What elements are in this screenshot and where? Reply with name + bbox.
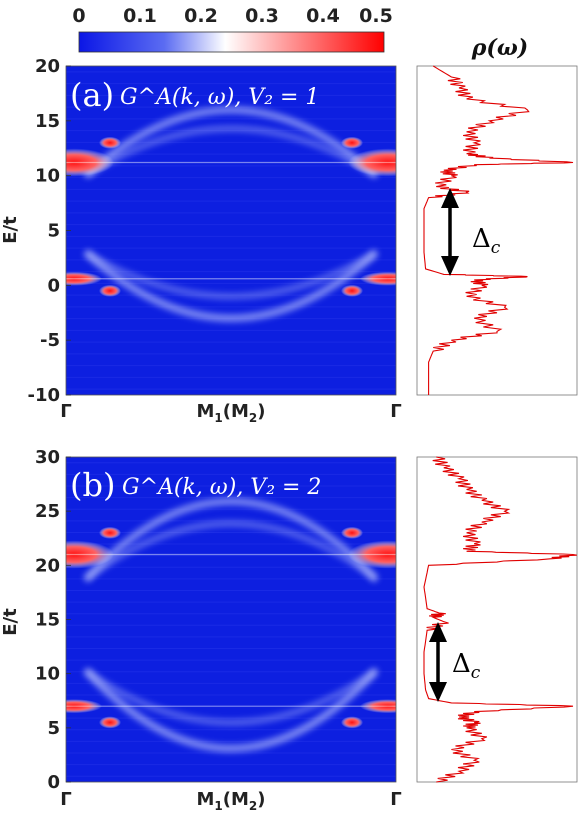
heatmap-features <box>66 71 396 390</box>
y-tick-label: 20 <box>35 555 60 576</box>
y-tick-label: 10 <box>35 664 60 685</box>
gap-label: Δc <box>472 224 501 258</box>
heatmap-hotspot <box>99 526 121 539</box>
heatmap-hotspot <box>348 148 396 177</box>
dos-curve <box>423 456 577 783</box>
dos-panel-b: Δc <box>416 456 578 783</box>
colorbar-tick-label: 0.3 <box>245 5 279 27</box>
heatmap-hotspot <box>341 284 363 297</box>
y-tick-label: -5 <box>40 330 60 351</box>
heatmap-hotspot <box>348 540 396 569</box>
heatmap-hotspot <box>66 699 102 714</box>
gap-arrow <box>429 622 447 702</box>
panel-label: (b) <box>70 466 115 504</box>
y-tick-label: 10 <box>35 166 60 187</box>
gap-arrow <box>441 188 459 276</box>
dos-curve <box>423 65 574 395</box>
heatmap-dispersive-band <box>84 521 378 582</box>
heatmap-dispersive-band <box>83 498 379 582</box>
heatmap-dispersive-band <box>84 126 378 178</box>
heatmap-hotspot <box>66 148 114 177</box>
y-tick-label: 30 <box>35 447 60 468</box>
y-tick-label: 20 <box>35 56 60 77</box>
panel-label: (a) <box>70 76 114 114</box>
x-tick-label-gamma-left: Γ <box>60 789 71 810</box>
y-axis: 0 5 10 15 20 25 30 <box>35 447 71 793</box>
y-axis: -10 -5 0 5 10 15 20 <box>27 56 71 406</box>
heatmap-dispersive-band <box>84 250 378 299</box>
heatmap-hotspot <box>99 136 121 149</box>
panel-formula: G^A(k, ω), V₂ = 2 <box>122 475 321 500</box>
y-tick-label: -10 <box>27 385 60 406</box>
y-tick-label: 0 <box>47 772 60 793</box>
dos-panel-a: ρ(ω) Δc <box>416 35 578 396</box>
dos-frame <box>416 456 578 783</box>
heatmap-hotspot <box>360 271 396 286</box>
heatmap-hotspot <box>341 716 363 729</box>
heatmap-dispersive-band <box>83 250 379 322</box>
heatmap-dispersive-band <box>83 107 379 178</box>
y-axis-label: E/t <box>0 608 21 636</box>
heatmap-background <box>66 457 396 782</box>
heatmap-hotspot <box>360 699 396 714</box>
heatmap-hotspot <box>99 284 121 297</box>
colorbar-tick-label: 0.5 <box>359 5 393 27</box>
heatmap-hotspot <box>341 136 363 149</box>
y-tick-label: 5 <box>47 718 60 739</box>
heatmap-hotspot <box>66 271 102 286</box>
panel-formula: G^A(k, ω), V₂ = 1 <box>120 85 319 110</box>
heatmap-dispersive-band <box>83 668 379 752</box>
y-tick-label: 15 <box>35 111 60 132</box>
x-axis: Γ M1(M2) Γ <box>60 789 401 813</box>
heatmap-hotspot <box>341 526 363 539</box>
heatmap-hotspot <box>99 716 121 729</box>
y-tick-label: 25 <box>35 501 60 522</box>
y-tick-label: 5 <box>47 221 60 242</box>
y-tick-label: 15 <box>35 610 60 631</box>
colorbar-ticks: 0 0.1 0.2 0.3 0.4 0.5 <box>72 5 392 27</box>
colorbar-tick-label: 0 <box>72 5 85 27</box>
y-tick-label: 0 <box>47 275 60 296</box>
x-tick-label-gamma-right: Γ <box>390 401 401 422</box>
colorbar: 0 0.1 0.2 0.3 0.4 0.5 <box>72 5 393 53</box>
heatmap-background <box>66 66 396 395</box>
x-tick-label-gamma-right: Γ <box>390 789 401 810</box>
dos-title: ρ(ω) <box>471 35 528 61</box>
gap-label: Δc <box>452 649 481 683</box>
colorbar-gradient <box>78 31 385 53</box>
x-tick-label-m: M1(M2) <box>196 789 265 813</box>
heatmap-hotspot <box>66 540 114 569</box>
x-tick-label-gamma-left: Γ <box>60 401 71 422</box>
dos-frame <box>416 65 578 396</box>
colorbar-tick-label: 0.1 <box>123 5 157 27</box>
heatmap-panel-b: 0 5 10 15 20 25 30 E/t (b) G^A(k, ω), V₂ = 2 Γ… <box>0 447 402 813</box>
heatmap-features <box>66 462 396 777</box>
colorbar-tick-label: 0.4 <box>306 5 340 27</box>
x-tick-label-m: M1(M2) <box>196 401 265 425</box>
x-axis: Γ M1(M2) Γ <box>60 401 401 425</box>
colorbar-tick-label: 0.2 <box>184 5 218 27</box>
y-axis-label: E/t <box>0 216 21 244</box>
